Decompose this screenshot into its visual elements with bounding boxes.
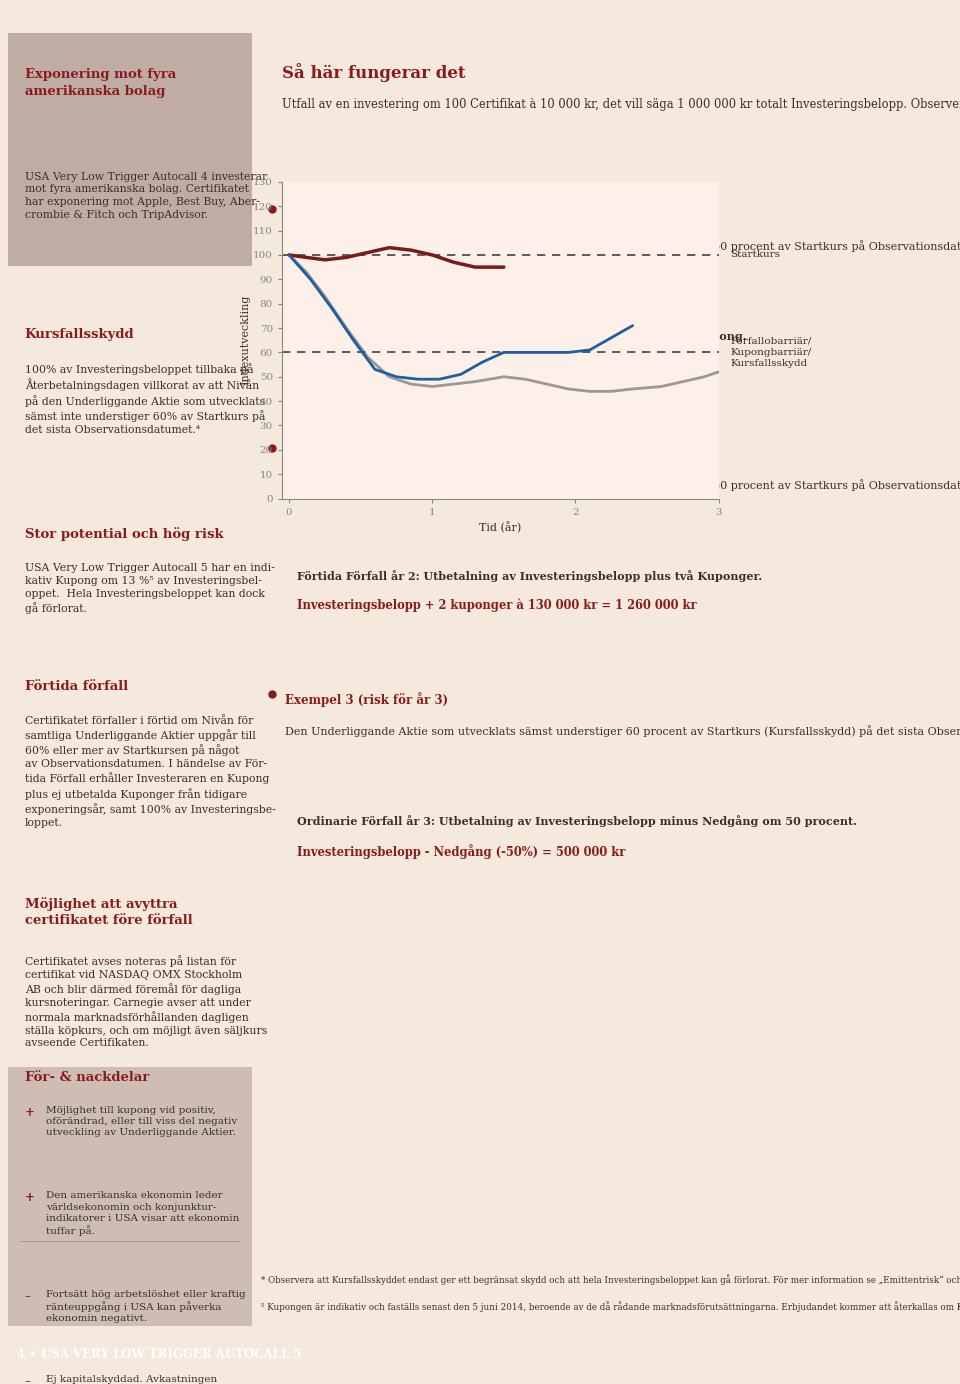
Text: Utfall av en investering om 100 Certifikat à 10 000 kr, det vill säga 1 000 000 : Utfall av en investering om 100 Certifik… — [282, 97, 960, 112]
Bar — [8, 33, 252, 266]
Text: Ej kapitalskyddad. Avkastningen
beräknas på den Underliggande Aktie
som utveckla: Ej kapitalskyddad. Avkastningen beräknas… — [46, 1374, 246, 1384]
Text: Exempel 2: Exempel 2 — [285, 447, 354, 459]
Text: För- & nackdelar: För- & nackdelar — [25, 1071, 149, 1084]
Text: Förtida förfall: Förtida förfall — [25, 680, 128, 692]
Text: Förfallobarriär/
Kupongbarriär/
Kursfallsskydd: Förfallobarriär/ Kupongbarriär/ Kursfall… — [730, 336, 811, 368]
Text: Förtida Förfall år 2: Utbetalning av Investeringsbelopp plus två Kuponger.: Förtida Förfall år 2: Utbetalning av Inv… — [298, 570, 762, 581]
Text: Möjlighet till kupong vid positiv,
oförändrad, eller till viss del negativ
utvec: Möjlighet till kupong vid positiv, oförä… — [46, 1106, 237, 1138]
Text: Möjlighet att avyttra
certifikatet före förfall: Möjlighet att avyttra certifikatet före … — [25, 897, 193, 927]
Text: ⁵ Kupongen är indikativ och faställs senast den 5 juni 2014, beroende av de då r: ⁵ Kupongen är indikativ och faställs sen… — [261, 1301, 960, 1312]
Y-axis label: Indexutveckling: Indexutveckling — [240, 295, 251, 385]
Text: USA Very Low Trigger Autocall 5 har en indi-
kativ Kupong om 13 %⁵ av Investerin: USA Very Low Trigger Autocall 5 har en i… — [25, 563, 275, 614]
Text: Stor potential och hög risk: Stor potential och hög risk — [25, 527, 224, 541]
Text: Investeringsbelopp - Nedgång (-50%) = 500 000 kr: Investeringsbelopp - Nedgång (-50%) = 50… — [298, 844, 626, 858]
Text: +: + — [25, 1106, 35, 1120]
Text: * Observera att Kursfallsskyddet endast ger ett begränsat skydd och att hela Inv: * Observera att Kursfallsskyddet endast … — [261, 1275, 960, 1284]
Text: Den amerikanska ekonomin leder
världsekonomin och konjunktur-
indikatorer i USA : Den amerikanska ekonomin leder världseko… — [46, 1192, 239, 1236]
Text: 4 • USA VERY LOW TRIGGER AUTOCALL 5: 4 • USA VERY LOW TRIGGER AUTOCALL 5 — [17, 1348, 301, 1362]
Text: Investeringsbelopp + 2 kuponger à 130 000 kr = 1 260 000 kr: Investeringsbelopp + 2 kuponger à 130 00… — [298, 598, 697, 612]
Text: Förtida Förfall år 1: Utbetalning av Investeringsbelopp plus en Kupong.: Förtida Förfall år 1: Utbetalning av Inv… — [298, 331, 747, 342]
Text: Certifikatet avses noteras på listan för
certifikat vid NASDAQ OMX Stockholm
AB : Certifikatet avses noteras på listan för… — [25, 955, 267, 1049]
Text: Certifikatet förfaller i förtid om Nivån för
samtliga Underliggande Aktier uppgå: Certifikatet förfaller i förtid om Nivån… — [25, 716, 276, 828]
X-axis label: Tid (år): Tid (år) — [479, 522, 521, 534]
Text: –: – — [25, 1374, 31, 1384]
Text: Den Underliggande Aktie som utvecklats sämst är lika med eller överstiger 60 pro: Den Underliggande Aktie som utvecklats s… — [285, 479, 960, 491]
Text: +: + — [25, 1192, 35, 1204]
Text: –: – — [25, 1290, 31, 1302]
Text: Exponering mot fyra
amerikanska bolag: Exponering mot fyra amerikanska bolag — [25, 68, 176, 98]
Text: Exempel 3 (risk för år 3): Exempel 3 (risk för år 3) — [285, 692, 448, 707]
Text: Ordinarie Förfall år 3: Utbetalning av Investeringsbelopp minus Nedgång om 50 pr: Ordinarie Förfall år 3: Utbetalning av I… — [298, 815, 857, 828]
Text: Den Underliggande Aktie som utvecklats sämst understiger 60 procent av Startkurs: Den Underliggande Aktie som utvecklats s… — [285, 725, 960, 736]
Text: Investeringsbelopp + 1 kupong à 130 000 kr = 1 130 000 kr: Investeringsbelopp + 1 kupong à 130 000 … — [298, 358, 684, 372]
Text: Så här fungerar det: Så här fungerar det — [282, 62, 466, 82]
Text: Fortsätt hög arbetslöshet eller kraftig
ränteuppgång i USA kan påverka
ekonomin : Fortsätt hög arbetslöshet eller kraftig … — [46, 1290, 245, 1323]
Text: 100% av Investeringsbeloppet tillbaka på
Återbetalningsdagen villkorat av att Ni: 100% av Investeringsbeloppet tillbaka på… — [25, 363, 265, 435]
Text: Den Underliggande Aktie som utvecklats sämst är lika med eller överstiger 60 pro: Den Underliggande Aktie som utvecklats s… — [285, 239, 960, 252]
Text: Startkurs: Startkurs — [730, 251, 780, 259]
Bar — [8, 1067, 252, 1326]
Text: Kursfallsskydd: Kursfallsskydd — [25, 328, 134, 340]
Text: USA Very Low Trigger Autocall 4 investerar
mot fyra amerikanska bolag. Certifika: USA Very Low Trigger Autocall 4 invester… — [25, 172, 267, 220]
Text: Exempel 1: Exempel 1 — [285, 208, 354, 220]
